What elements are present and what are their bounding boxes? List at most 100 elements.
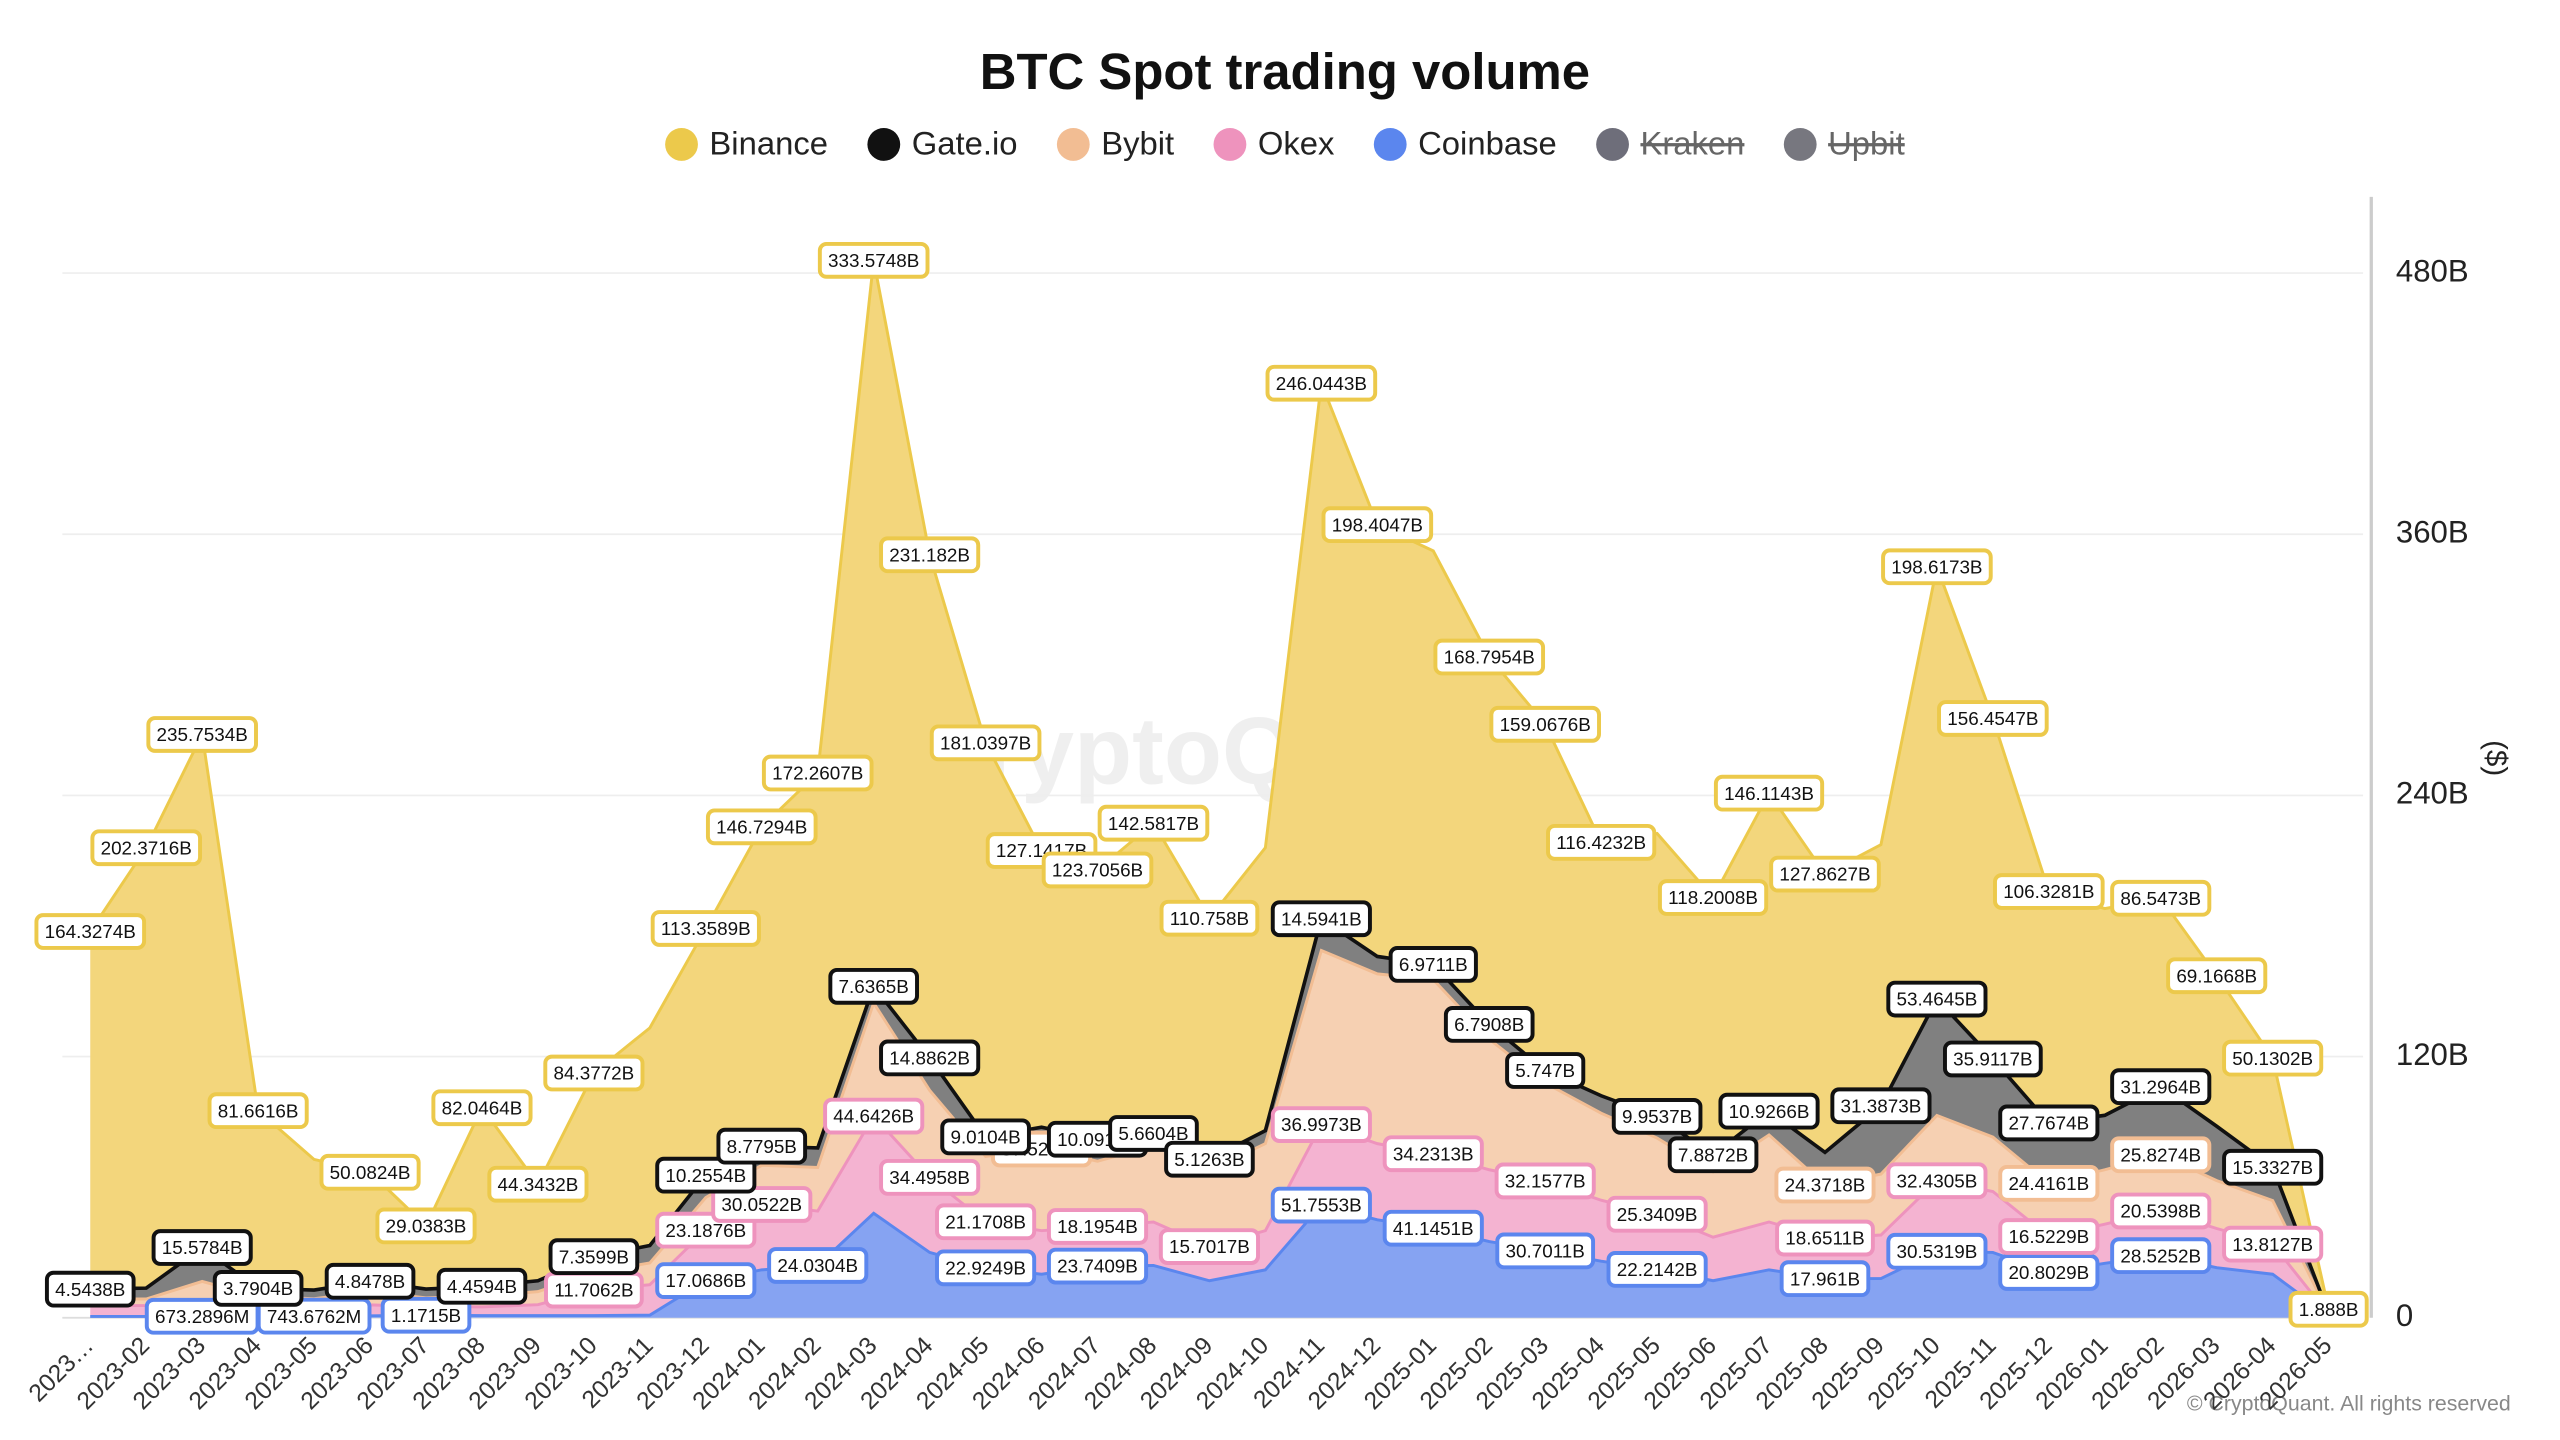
data-label-box bbox=[761, 754, 874, 792]
data-label-box bbox=[1943, 1040, 2043, 1078]
y-tick-label: 0 bbox=[2396, 1298, 2413, 1333]
data-label-box bbox=[1097, 804, 1210, 842]
data-label-text: 333.5748B bbox=[828, 250, 919, 271]
data-label: 127.8627B bbox=[1769, 855, 1881, 893]
data-label-box bbox=[2222, 1039, 2324, 1077]
data-label-box bbox=[935, 1249, 1037, 1287]
data-label-box bbox=[1382, 1135, 1484, 1173]
area bbox=[90, 1116, 2329, 1317]
data-label: 18.6511B bbox=[1775, 1219, 1875, 1257]
data-label-box bbox=[1667, 1136, 1759, 1174]
data-label-text: 30.5319B bbox=[1897, 1241, 1978, 1262]
data-label: 31.3873B bbox=[1830, 1087, 1932, 1125]
data-label: 50.0824B bbox=[319, 1153, 421, 1191]
data-label: 142.5817B bbox=[1097, 804, 1210, 842]
data-label-text: 50.0824B bbox=[330, 1162, 411, 1183]
data-label: 11.7062B bbox=[544, 1271, 644, 1309]
data-label-box bbox=[828, 967, 919, 1005]
data-label-text: 743.6762M bbox=[267, 1306, 361, 1327]
data-label: 18.1954B bbox=[1046, 1208, 1149, 1245]
data-label-text: 123.7056B bbox=[1052, 860, 1143, 881]
data-label-text: 7.3599B bbox=[559, 1246, 629, 1267]
data-label: 32.1577B bbox=[1494, 1162, 1596, 1200]
data-label: 14.8862B bbox=[879, 1039, 981, 1077]
data-label-text: 246.0443B bbox=[1276, 373, 1367, 394]
legend-label: Bybit bbox=[1101, 125, 1174, 162]
legend-marker bbox=[867, 128, 901, 161]
data-label-box bbox=[2166, 957, 2268, 995]
data-label-text: 18.6511B bbox=[1785, 1228, 1864, 1249]
data-label-text: 5.6604B bbox=[1118, 1123, 1188, 1144]
data-label-text: 22.2142B bbox=[1617, 1259, 1698, 1280]
data-label: 10.9266B bbox=[1718, 1092, 1820, 1130]
data-label-box bbox=[1881, 548, 1993, 586]
data-label: 31.2964B bbox=[2110, 1068, 2212, 1106]
data-label-box bbox=[1774, 1166, 1876, 1204]
data-label-box bbox=[2110, 1237, 2212, 1275]
data-label-text: 202.3716B bbox=[101, 837, 192, 858]
data-label: 246.0443B bbox=[1265, 364, 1378, 402]
data-label-box bbox=[1270, 1106, 1372, 1143]
data-label: 15.5784B bbox=[151, 1229, 253, 1266]
data-label-text: 15.3327B bbox=[2232, 1157, 2313, 1178]
legend-marker bbox=[665, 128, 698, 161]
data-label-text: 9.0104B bbox=[950, 1127, 1020, 1148]
data-label: 1.888B bbox=[2288, 1290, 2369, 1328]
data-label: 7.3599B bbox=[548, 1238, 640, 1276]
data-label-box bbox=[207, 1092, 309, 1130]
data-label-text: 20.8029B bbox=[2008, 1262, 2089, 1283]
data-label: 1.1715B bbox=[380, 1296, 472, 1334]
data-label-box bbox=[1830, 1087, 1932, 1125]
data-label-box bbox=[1382, 1209, 1484, 1247]
data-label: 14.5941B bbox=[1270, 900, 1372, 938]
data-label-text: 10.9266B bbox=[1729, 1101, 1810, 1122]
data-label-text: 27.7674B bbox=[2008, 1113, 2089, 1134]
data-label-text: 17.0686B bbox=[665, 1270, 746, 1291]
data-label: 44.3432B bbox=[487, 1165, 589, 1203]
data-label: 51.7553B bbox=[1270, 1186, 1372, 1224]
data-label-box bbox=[1433, 638, 1546, 676]
data-label: 4.5438B bbox=[44, 1270, 136, 1308]
data-label-text: 7.6365B bbox=[839, 976, 909, 997]
data-label-text: 673.2896M bbox=[155, 1306, 249, 1327]
data-label: 21.1708B bbox=[935, 1203, 1037, 1241]
legend-item[interactable]: Coinbase bbox=[1373, 125, 1557, 162]
data-label: 235.7534B bbox=[146, 716, 258, 753]
data-label-text: 29.0383B bbox=[386, 1216, 467, 1237]
data-label-box bbox=[319, 1153, 421, 1191]
data-label: 27.7674B bbox=[1998, 1104, 2100, 1142]
data-label-text: 8.7795B bbox=[727, 1136, 797, 1157]
data-label-text: 3.7904B bbox=[223, 1278, 293, 1299]
y-tick-label: 360B bbox=[2396, 514, 2469, 549]
data-label-text: 198.4047B bbox=[1332, 514, 1423, 535]
data-label: 24.0304B bbox=[767, 1247, 869, 1284]
data-label-text: 4.8478B bbox=[335, 1271, 405, 1292]
data-label-box bbox=[256, 1297, 372, 1335]
data-label-text: 35.9117B bbox=[1953, 1049, 2032, 1070]
legend-item[interactable]: Gate.io bbox=[867, 125, 1017, 162]
legend-item[interactable]: Okex bbox=[1213, 125, 1335, 162]
data-label: 181.0397B bbox=[929, 724, 1042, 762]
data-label-text: 25.8274B bbox=[2120, 1144, 2201, 1165]
data-label: 172.2607B bbox=[761, 754, 874, 792]
legend-item[interactable]: Bybit bbox=[1056, 125, 1174, 162]
data-label-box bbox=[1046, 1247, 1149, 1285]
legend-item[interactable]: Upbit bbox=[1783, 125, 1905, 162]
legend-label: Kraken bbox=[1640, 125, 1744, 162]
data-label-text: 7.8872B bbox=[1678, 1144, 1748, 1165]
data-label-box bbox=[1489, 705, 1601, 743]
data-label-box bbox=[655, 1262, 757, 1299]
data-label-text: 4.4594B bbox=[447, 1276, 517, 1297]
data-label-box bbox=[929, 724, 1042, 762]
data-label-text: 25.3409B bbox=[1617, 1204, 1698, 1225]
legend-item[interactable]: Kraken bbox=[1596, 125, 1744, 162]
data-label-box bbox=[716, 1127, 808, 1165]
legend-item[interactable]: Binance bbox=[665, 125, 828, 162]
data-label-text: 20.5398B bbox=[2120, 1201, 2201, 1222]
data-label: 198.4047B bbox=[1321, 506, 1434, 544]
data-label-box bbox=[431, 1089, 533, 1127]
area bbox=[90, 260, 2329, 1314]
data-label: 32.4305B bbox=[1886, 1162, 1988, 1200]
data-label-text: 106.3281B bbox=[2003, 881, 2094, 902]
data-label-text: 84.3772B bbox=[554, 1063, 635, 1084]
